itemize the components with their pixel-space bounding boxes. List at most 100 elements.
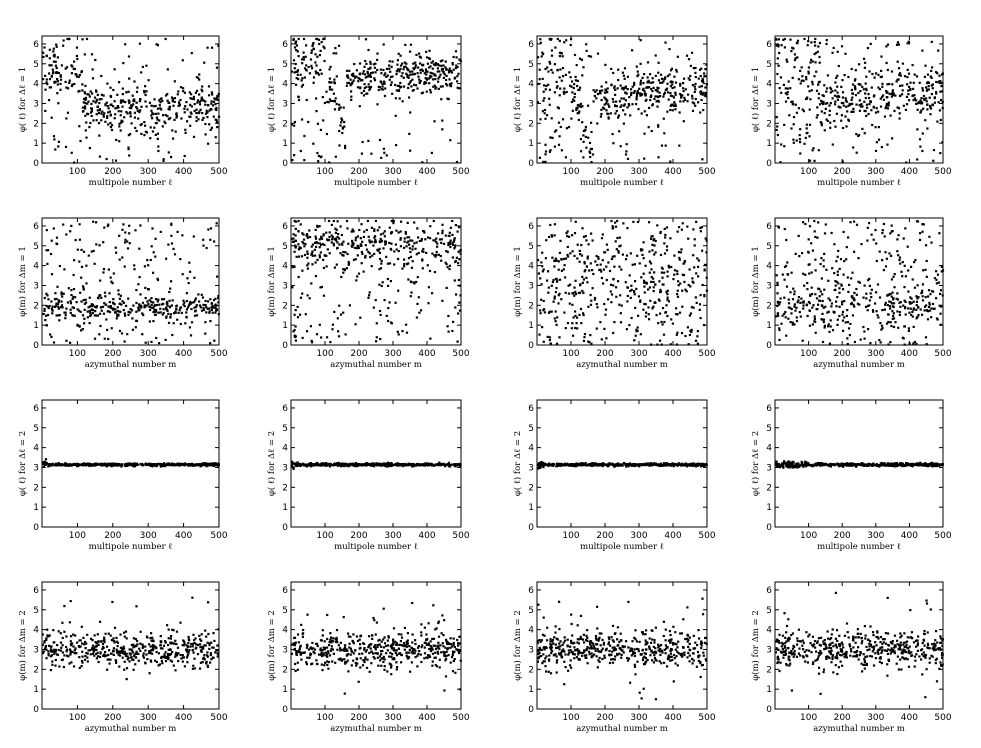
data-point xyxy=(47,298,50,301)
data-point xyxy=(558,135,561,138)
data-point xyxy=(880,55,883,58)
data-point xyxy=(97,297,100,300)
data-point xyxy=(780,91,783,94)
data-point xyxy=(663,271,666,274)
data-point xyxy=(374,238,377,242)
data-point xyxy=(546,114,549,117)
data-point xyxy=(572,98,575,101)
data-point xyxy=(556,37,559,41)
data-point xyxy=(790,127,793,130)
data-point xyxy=(90,303,93,306)
data-point xyxy=(881,231,884,235)
data-point xyxy=(571,234,574,237)
data-point xyxy=(64,145,68,148)
data-point xyxy=(560,79,563,82)
data-point xyxy=(547,270,550,273)
data-point xyxy=(866,226,869,229)
data-point xyxy=(634,280,637,283)
data-point xyxy=(182,90,185,93)
data-point xyxy=(920,109,923,112)
data-point xyxy=(164,94,168,97)
data-point xyxy=(390,231,394,234)
data-point xyxy=(929,107,933,110)
data-point xyxy=(389,247,392,250)
data-point xyxy=(826,311,829,314)
data-point xyxy=(156,44,159,47)
data-point xyxy=(617,280,620,283)
data-point xyxy=(147,302,150,305)
plot-frame xyxy=(536,217,708,346)
data-point xyxy=(117,106,120,109)
data-point xyxy=(836,270,839,273)
data-point xyxy=(360,262,363,265)
data-point xyxy=(352,79,355,82)
data-point xyxy=(195,304,198,307)
data-point xyxy=(122,62,125,65)
data-point xyxy=(874,302,877,305)
data-point xyxy=(810,242,813,245)
data-point xyxy=(430,61,433,64)
data-point xyxy=(912,300,915,303)
data-point xyxy=(538,333,541,336)
data-point xyxy=(204,304,207,307)
data-point xyxy=(391,60,394,63)
data-point xyxy=(615,286,618,289)
data-point xyxy=(911,94,914,98)
y-tick-label: 2 xyxy=(33,119,39,129)
data-point xyxy=(98,108,101,111)
data-point xyxy=(338,304,341,307)
data-point xyxy=(654,95,657,98)
data-point xyxy=(291,266,294,269)
data-point xyxy=(208,307,211,310)
data-point xyxy=(210,100,213,103)
data-point xyxy=(665,249,669,252)
data-point xyxy=(360,250,363,254)
y-tick-label: 5 xyxy=(33,242,39,252)
data-point xyxy=(190,105,193,108)
data-point xyxy=(786,261,789,264)
data-point xyxy=(159,101,162,104)
data-point xyxy=(693,85,696,88)
y-tick-label: 2 xyxy=(282,301,288,311)
data-point xyxy=(385,255,388,258)
data-point xyxy=(880,328,883,331)
data-point xyxy=(347,242,350,245)
data-point xyxy=(412,62,415,65)
data-point xyxy=(587,104,590,107)
data-point xyxy=(129,133,132,136)
data-point xyxy=(45,229,48,232)
data-point xyxy=(650,237,653,240)
data-point xyxy=(156,137,159,140)
data-point xyxy=(913,97,916,100)
data-point xyxy=(581,105,584,108)
data-point xyxy=(123,265,126,268)
data-point xyxy=(921,313,924,316)
data-point xyxy=(846,337,849,340)
data-point xyxy=(208,123,211,126)
data-point xyxy=(818,103,822,106)
data-point xyxy=(889,301,892,304)
data-point xyxy=(810,58,813,61)
data-point xyxy=(702,81,705,84)
data-point xyxy=(935,297,938,300)
y-tick-label: 2 xyxy=(528,301,534,311)
data-point xyxy=(696,342,699,345)
data-point xyxy=(668,73,671,76)
data-point xyxy=(328,235,331,238)
data-point xyxy=(696,335,699,338)
data-point xyxy=(366,70,369,73)
data-point xyxy=(301,292,304,295)
data-point xyxy=(580,58,583,61)
data-point xyxy=(118,140,121,143)
data-point xyxy=(147,463,150,466)
data-point xyxy=(447,98,450,101)
data-point xyxy=(930,76,933,79)
data-point xyxy=(780,143,783,146)
y-tick-label: 6 xyxy=(766,222,772,232)
data-point xyxy=(628,324,631,327)
y-tick-label: 0 xyxy=(33,523,39,533)
data-point xyxy=(688,78,691,81)
data-point xyxy=(214,297,217,300)
data-point xyxy=(56,71,59,74)
data-point xyxy=(189,334,193,337)
